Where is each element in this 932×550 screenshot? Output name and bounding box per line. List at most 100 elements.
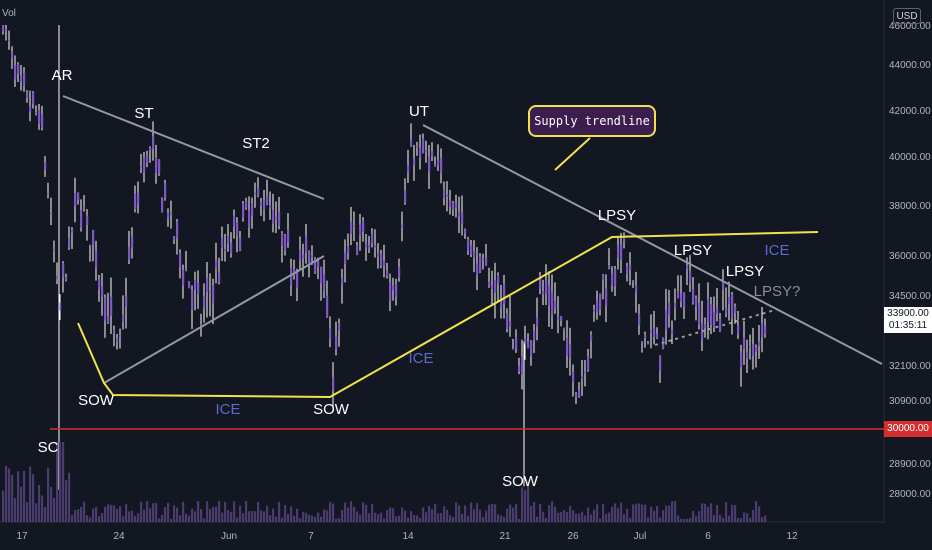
candle-body xyxy=(455,203,458,209)
candle-body xyxy=(251,203,254,217)
candle-body xyxy=(764,325,767,335)
candle-body xyxy=(464,229,467,234)
annotation-label: SOW xyxy=(313,401,350,418)
volume-bar xyxy=(710,503,713,522)
candle-body xyxy=(257,187,260,196)
candle-body xyxy=(467,238,470,251)
candle-body xyxy=(254,192,257,195)
y-tick-label: 30900.00 xyxy=(889,396,931,407)
volume-bar xyxy=(344,502,347,522)
candle-body xyxy=(68,237,71,248)
candles-group xyxy=(2,25,767,490)
candle-body xyxy=(188,281,191,289)
candle-body xyxy=(440,157,443,173)
annotation-label: UT xyxy=(409,103,429,120)
candle-body xyxy=(428,156,431,172)
candle-body xyxy=(233,215,236,227)
volume-bar xyxy=(671,501,674,522)
candle-body xyxy=(65,276,68,280)
candle-body xyxy=(710,304,713,325)
volume-bar xyxy=(212,506,215,522)
volume-bar xyxy=(530,506,533,522)
volume-bar xyxy=(665,505,668,522)
candle-body xyxy=(470,244,473,255)
candle-body xyxy=(161,198,164,213)
candle-body xyxy=(569,344,572,358)
candle-body xyxy=(89,244,92,247)
candle-body xyxy=(542,290,545,295)
volume-bar xyxy=(737,518,740,522)
candle-body xyxy=(95,250,98,268)
candle-body xyxy=(143,156,146,174)
x-tick-label: 6 xyxy=(705,531,711,542)
volume-bar xyxy=(11,474,14,522)
volume-bar xyxy=(140,501,143,522)
candle-body xyxy=(419,147,422,158)
annotation-label: LPSY xyxy=(598,207,636,224)
x-tick-label: 14 xyxy=(402,531,414,542)
volume-bar xyxy=(746,513,749,522)
volume-bar xyxy=(440,512,443,522)
volume-bar xyxy=(761,517,764,522)
candle-body xyxy=(491,285,494,289)
volume-bar xyxy=(389,507,392,522)
candle-body xyxy=(71,229,74,233)
candle-body xyxy=(527,341,530,349)
candle-body xyxy=(584,371,587,374)
yellow-structure-line xyxy=(77,231,819,399)
volume-bar xyxy=(506,508,509,522)
candle-body xyxy=(587,356,590,371)
candle-body xyxy=(338,323,341,331)
candle-body xyxy=(92,230,95,246)
candle-body xyxy=(125,296,128,307)
annotation-label: ST2 xyxy=(242,135,270,152)
volume-bar xyxy=(698,511,701,522)
volume-bar xyxy=(206,501,209,522)
candle-body xyxy=(380,253,383,266)
candle-body xyxy=(656,334,659,339)
candle-body xyxy=(536,316,539,327)
candle-body xyxy=(566,337,569,356)
currency-button[interactable]: USD xyxy=(893,8,921,24)
volume-bar xyxy=(230,511,233,522)
volume-bar xyxy=(557,512,560,522)
volume-bar xyxy=(191,508,194,522)
volume-bar xyxy=(722,517,725,522)
candle-body xyxy=(692,289,695,303)
candle-body xyxy=(50,212,53,215)
volume-bar xyxy=(380,512,383,522)
candle-body xyxy=(743,337,746,350)
candle-body xyxy=(575,393,578,398)
annotation-label: LPSY xyxy=(674,242,712,259)
candle-body xyxy=(332,377,335,391)
volume-bar xyxy=(14,498,17,522)
candle-body xyxy=(224,249,227,252)
candle-body xyxy=(713,312,716,328)
annotation-label: ICE xyxy=(408,350,433,367)
candle-body xyxy=(689,271,692,284)
candle-body xyxy=(761,322,764,338)
volume-bar xyxy=(110,504,113,522)
candle-body xyxy=(725,307,728,314)
volume-bar xyxy=(305,512,308,522)
candle-body xyxy=(503,283,506,305)
candle-body xyxy=(269,205,272,209)
y-tick-label: 36000.00 xyxy=(889,251,931,262)
candle-body xyxy=(608,265,611,269)
candle-body xyxy=(290,267,293,286)
volume-bar xyxy=(674,501,677,522)
candle-body xyxy=(551,291,554,316)
candle-body xyxy=(752,343,755,356)
volume-bar xyxy=(677,515,680,522)
volume-bar xyxy=(485,510,488,522)
candle-body xyxy=(326,295,329,318)
volume-bar xyxy=(473,509,476,522)
volume-bar xyxy=(608,512,611,522)
volume-bar xyxy=(323,509,326,522)
volume-bar xyxy=(437,513,440,522)
candle-body xyxy=(149,147,152,150)
candle-body xyxy=(659,355,662,372)
volume-bar xyxy=(65,480,68,522)
